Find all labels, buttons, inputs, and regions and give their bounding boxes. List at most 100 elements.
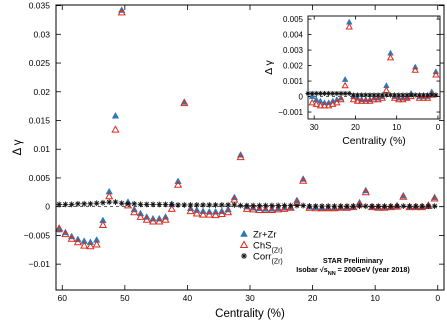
data-point [338,90,344,96]
data-point [350,92,356,98]
data-point [419,94,428,101]
x-tick-label: 30 [245,293,255,303]
data-point [92,240,101,248]
x-tick-label: 0 [435,293,440,303]
data-point [225,202,231,208]
x-tick-label: 20 [351,123,360,132]
data-point [344,203,350,209]
data-point [425,203,432,209]
data-point [280,204,289,212]
data-point [256,202,263,209]
y-tick-label: −0.001 [278,108,303,117]
data-point [167,204,176,212]
data-point [161,215,170,223]
data-point [249,205,258,213]
data-point [68,201,75,208]
legend-label: ChS(Zr) [253,241,283,255]
data-point [156,201,163,208]
data-point [181,202,188,208]
data-point [308,98,316,106]
data-point [212,202,219,208]
data-point [394,203,400,209]
data-point [137,201,144,208]
x-tick-label: 50 [120,293,130,303]
data-point [112,199,119,205]
data-point [55,224,64,232]
data-point [131,200,138,207]
data-point [80,237,88,244]
x-tick-label: 20 [308,293,318,303]
y-tick-label: 0.005 [283,15,304,24]
y-tick-label: 0.015 [29,115,51,125]
data-point [130,208,139,216]
data-point [369,203,375,209]
data-point [345,22,353,30]
data-point [317,90,323,96]
data-point [211,210,220,219]
data-point [308,93,316,99]
data-point [416,92,422,98]
data-point [237,202,244,209]
data-point [87,200,94,207]
inset-marks [305,18,440,109]
data-point [333,98,341,106]
data-point [431,203,438,209]
data-point [111,111,120,119]
legend-marker [240,252,248,260]
inset-x-axis-title: Centrality (%) [342,135,406,147]
data-point [93,200,100,207]
data-point [411,66,419,73]
data-point [98,220,108,228]
data-point [350,203,357,209]
data-point [419,203,425,209]
data-point [62,201,69,208]
data-point [125,200,131,207]
data-point [86,241,95,250]
y-tick-label: 0.001 [283,77,304,86]
data-point [255,205,264,214]
x-tick-label: 10 [370,293,380,303]
data-point [99,216,107,224]
data-point [218,202,225,208]
data-point [337,95,345,103]
data-point [61,229,70,238]
data-point [356,203,363,209]
data-point [330,90,336,96]
series-corr [56,199,438,209]
data-point [316,101,325,109]
data-point [106,199,113,205]
main-marks [55,6,439,250]
data-point [281,202,288,209]
data-point [80,241,89,249]
data-point [383,92,389,98]
data-point [312,100,320,107]
data-point [367,202,377,211]
data-point [206,202,213,208]
data-point [357,97,366,104]
legend-label: Corr(Zr) [253,252,283,266]
data-point [180,98,189,107]
star-preliminary-label: STAR Preliminary [323,256,383,265]
data-point [341,75,349,82]
data-point [105,187,113,195]
data-point [93,236,101,243]
legend-item: ChS(Zr) [239,240,283,255]
data-point [349,202,358,211]
data-point [386,202,395,211]
data-point [267,205,276,214]
isobar-energy-label: Isobar √sNN = 200GeV (year 2018) [296,265,410,277]
main-frame [55,4,445,291]
data-point [396,92,402,98]
y-tick-label: 0.03 [33,29,50,39]
y-tick-label: 0.02 [33,87,50,97]
data-point [136,212,145,220]
data-point [75,200,81,207]
main-ticks: 60 50 40 30 20 10 0 −0.01 −0.005 0 0.005 0.01 0.015 0… [24,1,444,303]
data-point [105,191,114,200]
y-tick-label: 0 [299,93,304,102]
data-point [150,201,156,208]
data-point [306,203,313,209]
y-tick-label: 0.002 [283,62,304,71]
data-point [300,202,307,209]
data-point [299,176,308,184]
